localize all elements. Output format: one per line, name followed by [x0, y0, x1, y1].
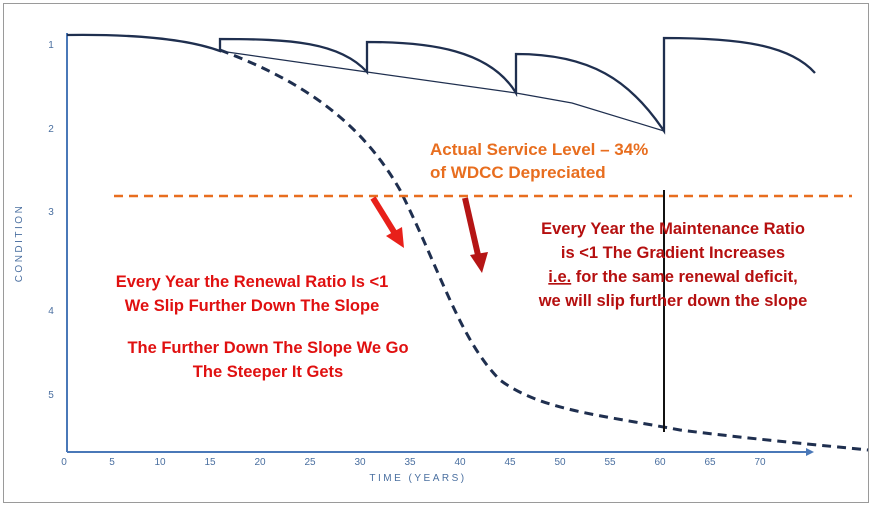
- x-tick-label: 25: [304, 457, 316, 468]
- y-tick-label: 3: [48, 207, 54, 218]
- x-tick-label: 15: [204, 457, 216, 468]
- x-tick-label: 65: [704, 457, 716, 468]
- maintenance-note-line1: Every Year the Maintenance Ratio: [541, 220, 805, 238]
- y-tick-label: 2: [48, 124, 54, 135]
- x-tick-label: 60: [654, 457, 666, 468]
- maintenance-note-line3: i.e. for the same renewal deficit,: [548, 268, 797, 286]
- x-tick-label: 40: [454, 457, 466, 468]
- maintenance-note-line2: is <1 The Gradient Increases: [561, 244, 785, 262]
- arrow-down-dark: [462, 197, 488, 273]
- y-axis-title: CONDITION: [14, 204, 25, 283]
- x-tick-label: 5: [109, 457, 115, 468]
- y-tick-label: 5: [48, 390, 54, 401]
- steeper-note-line2: The Steeper It Gets: [193, 363, 343, 381]
- maintenance-note-line4: we will slip further down the slope: [538, 292, 808, 310]
- y-tick-labels: 1 2 3 4 5: [48, 40, 54, 401]
- x-tick-label: 45: [504, 457, 516, 468]
- x-tick-label: 20: [254, 457, 266, 468]
- y-tick-label: 4: [48, 306, 54, 317]
- renewal-note-line1: Every Year the Renewal Ratio Is <1: [116, 273, 389, 291]
- x-tick-label: 55: [604, 457, 616, 468]
- maintenance-note-line3-rest: for the same renewal deficit,: [571, 268, 798, 286]
- x-axis-title: TIME (YEARS): [369, 473, 466, 484]
- x-tick-label: 10: [154, 457, 166, 468]
- decline-curve-dashed: [219, 48, 869, 452]
- arrow-down-light: [370, 196, 404, 248]
- gradient-line: [219, 50, 665, 132]
- x-tick-label: 30: [354, 457, 366, 468]
- service-level-label-line2: of WDCC Depreciated: [430, 163, 606, 182]
- x-tick-label: 50: [554, 457, 566, 468]
- figure-frame: [3, 3, 869, 503]
- service-level-label-line1: Actual Service Level – 34%: [430, 140, 648, 159]
- x-tick-label: 35: [404, 457, 416, 468]
- ie-abbreviation: i.e.: [548, 268, 571, 286]
- x-tick-label: 0: [61, 457, 67, 468]
- renewal-note-line2: We Slip Further Down The Slope: [125, 297, 380, 315]
- y-tick-label: 1: [48, 40, 54, 51]
- renewal-sawtooth-curve: [66, 33, 816, 135]
- x-tick-labels: 0 5 10 15 20 25 30 35 40 45 50 55 60 65 …: [61, 457, 766, 468]
- steeper-note-line1: The Further Down The Slope We Go: [127, 339, 408, 357]
- x-tick-label: 70: [754, 457, 766, 468]
